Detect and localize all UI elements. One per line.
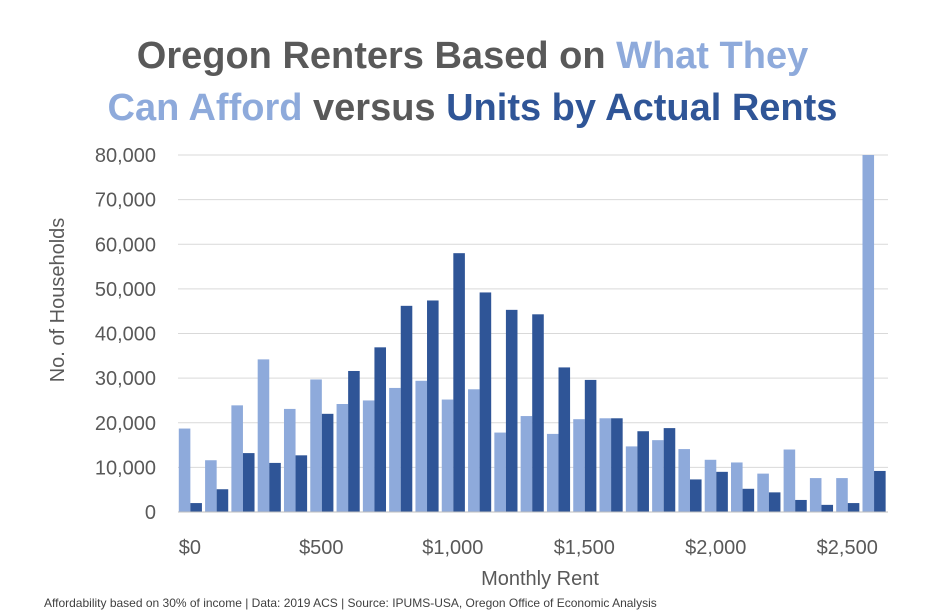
actual-bar: [584, 379, 597, 512]
actual-bar: [348, 370, 360, 512]
x-tick-label: $500: [299, 537, 344, 559]
actual-bar: [427, 300, 439, 512]
actual-bar: [821, 504, 834, 512]
afford-bar: [809, 478, 822, 512]
footnote: Affordability based on 30% of income | D…: [44, 596, 657, 610]
actual-bar: [558, 367, 571, 512]
y-tick-label: 80,000: [95, 145, 156, 167]
actual-bar: [216, 489, 229, 512]
bars: [178, 155, 886, 513]
actual-bar: [637, 431, 649, 512]
afford-bar: [178, 428, 191, 512]
actual-bar: [505, 309, 518, 512]
title-text-versus: versus: [302, 87, 447, 129]
actual-bar: [847, 503, 860, 512]
y-axis-title: No. of Households: [47, 218, 69, 383]
afford-bar: [625, 446, 638, 512]
afford-bar: [283, 408, 296, 512]
afford-bar: [362, 400, 375, 512]
actual-bar: [479, 292, 492, 512]
actual-bar: [663, 428, 676, 512]
afford-bar: [783, 449, 796, 512]
afford-bar: [257, 359, 270, 512]
afford-bar: [336, 404, 349, 512]
x-tick-label: $1,000: [422, 537, 483, 559]
x-tick-label: $2,000: [685, 537, 746, 559]
axes: 0 10,000 20,000 30,000 40,000 50,000 60,000 70,…: [95, 145, 888, 559]
y-tick-label: 60,000: [95, 234, 156, 256]
afford-bar: [494, 432, 506, 512]
y-tick-label: 70,000: [95, 190, 156, 212]
actual-bar: [532, 314, 544, 512]
actual-bar: [190, 503, 202, 512]
actual-bar: [242, 453, 255, 512]
actual-bar: [611, 418, 623, 512]
afford-bar: [415, 380, 428, 512]
title-highlight-afford-2: Can Afford: [107, 87, 303, 129]
y-tick-label: 0: [145, 502, 156, 524]
afford-bar: [757, 473, 769, 512]
afford-bar: [520, 416, 533, 512]
chart-title: Oregon Renters Based on What They Can Af…: [0, 30, 945, 134]
actual-bar: [874, 470, 886, 512]
y-tick-label: 40,000: [95, 324, 156, 346]
afford-bar: [704, 459, 717, 512]
afford-bar: [836, 478, 848, 512]
x-tick-label: $1,500: [554, 537, 615, 559]
afford-bar: [862, 155, 875, 512]
y-tick-label: 20,000: [95, 413, 156, 435]
afford-bar: [678, 449, 690, 512]
actual-bar: [400, 305, 413, 512]
afford-bar: [468, 389, 480, 512]
actual-bar: [795, 499, 807, 512]
actual-bar: [768, 492, 781, 512]
title-highlight-actual: Units by Actual Rents: [446, 87, 838, 129]
x-axis-title: Monthly Rent: [481, 568, 599, 590]
afford-bar: [389, 387, 401, 512]
actual-bar: [742, 488, 755, 512]
afford-bar: [231, 405, 243, 512]
afford-bar: [731, 462, 743, 512]
afford-bar: [599, 418, 612, 512]
actual-bar: [321, 413, 334, 512]
y-tick-label: 10,000: [95, 457, 156, 479]
actual-bar: [689, 479, 702, 512]
actual-bar: [374, 347, 387, 512]
title-text: Oregon Renters Based on: [136, 35, 617, 77]
afford-bar: [441, 399, 454, 512]
title-line-1: Oregon Renters Based on What They: [0, 30, 945, 82]
y-tick-label: 50,000: [95, 279, 156, 301]
actual-bar: [453, 253, 465, 513]
y-tick-label: 30,000: [95, 368, 156, 390]
x-tick-label: $0: [179, 537, 201, 559]
title-highlight-afford: What They: [616, 35, 809, 77]
afford-bar: [573, 419, 585, 512]
actual-bar: [716, 471, 728, 512]
actual-bar: [295, 455, 308, 512]
title-line-2: Can Afford versus Units by Actual Rents: [0, 82, 945, 134]
afford-bar: [546, 433, 559, 512]
afford-bar: [205, 460, 217, 512]
actual-bar: [269, 462, 281, 512]
x-tick-label: $2,500: [817, 537, 878, 559]
afford-bar: [310, 379, 322, 512]
afford-bar: [652, 440, 664, 512]
